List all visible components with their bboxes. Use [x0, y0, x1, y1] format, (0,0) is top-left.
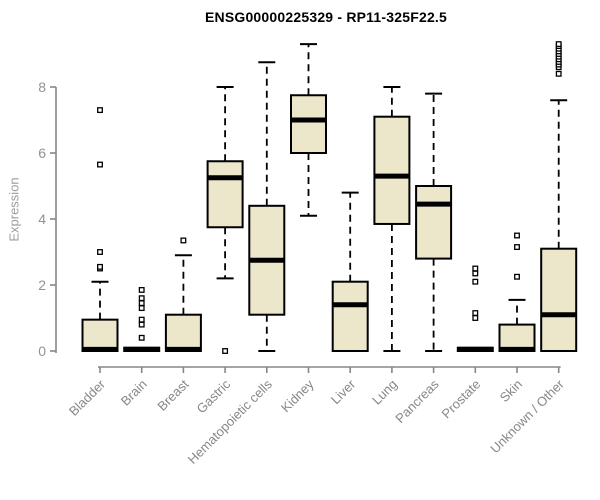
- y-tick-label: 6: [38, 145, 46, 161]
- box-rect: [164, 313, 202, 353]
- x-tick-label: Pancreas: [392, 376, 442, 426]
- outlier-point: [472, 315, 479, 321]
- y-tick-label: 2: [38, 277, 46, 293]
- box-gastric: [206, 86, 244, 354]
- box-pancreas: [415, 92, 453, 352]
- box-rect: [540, 247, 578, 352]
- x-tick-label: Breast: [154, 376, 191, 413]
- box-rect: [206, 160, 244, 229]
- outlier-point: [514, 232, 520, 239]
- box-rect: [415, 185, 453, 260]
- box-rect: [81, 318, 119, 352]
- outlier-point: [97, 263, 103, 270]
- outlier-point: [97, 107, 103, 114]
- y-tick-label: 4: [38, 211, 46, 227]
- chart-title: ENSG00000225329 - RP11-325F22.5: [204, 9, 448, 25]
- outlier-point: [514, 273, 520, 280]
- outlier-point: [138, 286, 145, 293]
- outlier-point: [138, 334, 145, 341]
- box-bladder: [81, 107, 119, 352]
- x-tick-label: Liver: [328, 376, 359, 407]
- outlier-point: [97, 161, 103, 168]
- x-tick-label: Skin: [497, 377, 525, 405]
- x-tick-label: Lung: [369, 377, 400, 408]
- outlier-point: [180, 237, 187, 244]
- box-skin: [498, 232, 536, 353]
- box-rect: [290, 94, 327, 154]
- y-tick-label: 8: [38, 79, 46, 95]
- outlier-point: [472, 310, 479, 316]
- box-brain: [123, 286, 161, 353]
- y-axis: 0 2 4 6 8: [38, 79, 57, 359]
- outlier-point: [472, 270, 479, 277]
- box-kidney: [290, 43, 327, 217]
- box-lung: [373, 86, 411, 352]
- box-liver: [331, 191, 369, 353]
- outlier-point: [514, 244, 520, 250]
- outlier-point: [555, 41, 562, 48]
- outlier-point: [555, 70, 562, 77]
- x-tick-label: Brain: [118, 377, 150, 409]
- box-unknown-other: [540, 41, 578, 352]
- x-tick-label: Bladder: [66, 376, 109, 419]
- outlier-point: [138, 295, 145, 302]
- outlier-point: [138, 316, 145, 323]
- x-tick-label: Kidney: [278, 376, 317, 415]
- x-tick-label: Gastric: [194, 376, 234, 416]
- outlier-point: [138, 305, 145, 312]
- x-tick-label: Prostate: [439, 377, 484, 422]
- outlier-point: [138, 321, 145, 328]
- outlier-point: [97, 249, 103, 255]
- outlier-point: [472, 265, 479, 272]
- box-prostate: [456, 265, 494, 353]
- box-breast: [164, 237, 202, 353]
- box-rect: [373, 115, 411, 225]
- outlier-point: [138, 300, 145, 307]
- box-rect: [331, 280, 369, 353]
- outlier-point: [472, 278, 479, 285]
- x-tick-label: Unknown / Other: [487, 376, 567, 456]
- y-tick-label: 0: [38, 343, 46, 359]
- outlier-point: [222, 348, 229, 354]
- box-hematopoietic-cells: [248, 61, 286, 352]
